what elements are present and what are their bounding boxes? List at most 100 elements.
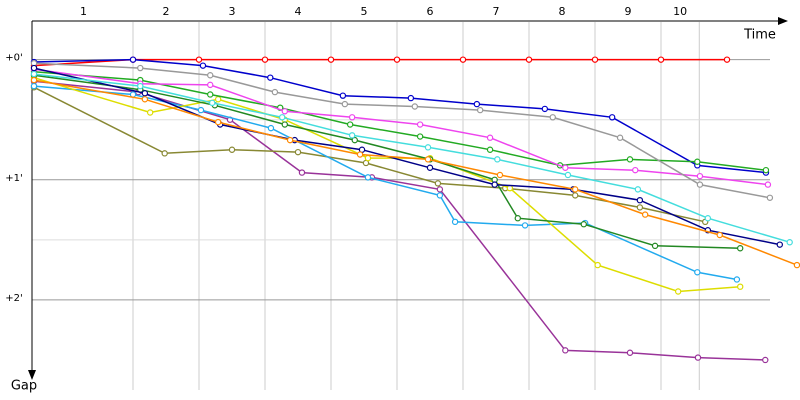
data-point	[129, 56, 137, 63]
data-point	[737, 283, 744, 290]
data-point	[716, 231, 723, 239]
data-point	[514, 215, 521, 222]
y-axis-arrow	[28, 370, 36, 380]
data-point	[694, 269, 701, 276]
data-point	[451, 218, 459, 226]
data-point	[286, 136, 294, 144]
data-point	[786, 239, 793, 246]
data-point	[161, 150, 168, 157]
data-point	[348, 114, 356, 121]
x-tick-label: 2	[163, 5, 170, 18]
data-point	[364, 174, 372, 181]
data-point	[564, 171, 572, 179]
data-point	[351, 136, 358, 144]
data-point	[214, 118, 222, 126]
data-point	[267, 124, 275, 132]
data-point	[704, 215, 712, 222]
data-point	[636, 204, 644, 211]
data-point	[723, 56, 731, 63]
data-point	[416, 121, 424, 128]
data-point	[641, 211, 649, 218]
data-point	[572, 192, 579, 199]
plot	[30, 56, 800, 364]
data-point	[696, 172, 704, 180]
data-point	[486, 146, 494, 153]
data-point	[271, 88, 279, 96]
data-point	[261, 56, 269, 63]
data-point	[137, 82, 144, 90]
data-point	[591, 56, 599, 63]
data-point	[696, 181, 704, 188]
data-point	[146, 109, 154, 116]
x-tick-label: 4	[295, 5, 302, 18]
data-point	[436, 192, 444, 199]
data-point	[411, 103, 419, 110]
data-point	[521, 222, 529, 229]
data-point	[737, 245, 744, 252]
data-point	[634, 186, 642, 193]
data-point	[616, 134, 624, 141]
series-line	[33, 74, 741, 249]
y-axis-title: Gap	[11, 379, 37, 394]
data-point	[393, 56, 401, 63]
data-point	[562, 164, 569, 171]
data-point	[30, 70, 38, 78]
data-point	[762, 166, 770, 174]
data-point	[651, 242, 659, 250]
data-point	[525, 56, 533, 63]
data-point	[364, 154, 372, 162]
data-point	[416, 133, 424, 140]
data-point	[632, 166, 639, 174]
data-point	[141, 96, 149, 103]
data-point	[407, 94, 415, 102]
data-point	[197, 106, 205, 114]
x-tick-label: 1	[80, 5, 87, 18]
x-tick-label: 5	[361, 5, 368, 18]
data-point	[267, 74, 274, 81]
data-point	[30, 82, 38, 90]
data-point	[486, 134, 494, 141]
data-point	[294, 148, 302, 156]
data-point	[733, 276, 741, 283]
data-point	[424, 156, 432, 163]
data-point	[626, 349, 634, 356]
data-point	[764, 181, 772, 188]
x-tick-label: 3	[229, 5, 236, 18]
data-point	[766, 194, 774, 201]
data-point	[208, 99, 216, 107]
grid	[32, 22, 770, 390]
data-point	[207, 91, 214, 98]
y-tick-label: +0'	[5, 53, 23, 64]
data-point	[694, 354, 702, 361]
data-point	[346, 121, 354, 128]
x-axis-title: Time	[743, 28, 776, 43]
data-point	[494, 156, 501, 163]
data-point	[491, 181, 498, 188]
data-point	[207, 81, 214, 89]
data-point	[594, 261, 601, 269]
data-point	[327, 56, 335, 63]
data-point	[776, 241, 784, 248]
data-point	[608, 114, 616, 121]
data-point	[207, 72, 214, 79]
data-point	[580, 221, 587, 228]
x-tick-label: 8	[559, 5, 566, 18]
data-point	[424, 144, 432, 151]
data-point	[572, 186, 579, 193]
data-point	[228, 146, 236, 153]
series-line	[33, 76, 741, 293]
data-point	[199, 62, 207, 69]
data-point	[348, 132, 356, 139]
data-point	[626, 156, 634, 163]
data-point	[459, 56, 467, 63]
data-point	[496, 171, 504, 179]
data-point	[636, 196, 644, 204]
series-line	[33, 58, 766, 174]
data-point	[195, 56, 203, 63]
data-point	[541, 105, 549, 113]
x-tick-label: 9	[625, 5, 632, 18]
x-tick-label: 7	[493, 5, 500, 18]
data-point	[30, 76, 38, 84]
